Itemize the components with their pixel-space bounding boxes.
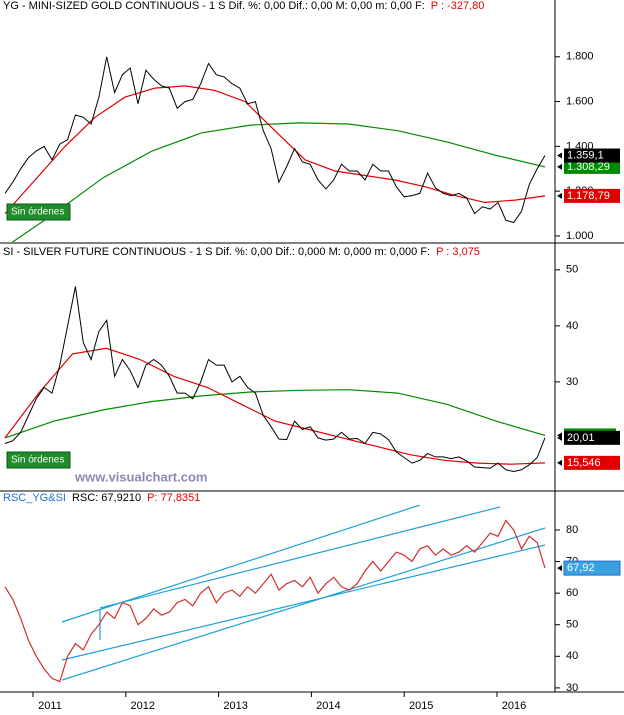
y-tick-label: 50 — [566, 619, 578, 631]
value-box — [564, 159, 620, 174]
value-box-label: 15,546 — [567, 457, 601, 469]
title: RSC_YG&SI — [3, 492, 66, 504]
value-box-label: 1.359,1 — [567, 149, 604, 161]
x-tick-label: 2015 — [409, 700, 433, 712]
x-tick-label: 2014 — [316, 700, 340, 712]
series-line — [4, 56, 546, 224]
trend-lines — [61, 505, 546, 681]
value-pointer — [557, 192, 562, 199]
status-badge — [6, 451, 71, 469]
y-tick-label: 80 — [566, 524, 578, 536]
value-box — [564, 455, 620, 470]
series-line — [4, 85, 546, 214]
value-box — [564, 148, 620, 163]
y-tick-label: 1.000 — [566, 230, 594, 242]
title: YG - MINI-SIZED GOLD CONTINUOUS - 1 S Di… — [3, 0, 425, 12]
status-badge-label: Sin órdenes — [11, 207, 64, 218]
y-tick-label: 30 — [566, 682, 578, 694]
value-box-label: 1.308,29 — [567, 161, 610, 173]
x-tick-label: 2012 — [131, 700, 155, 712]
x-tick-label: 2016 — [502, 700, 526, 712]
plot — [4, 519, 546, 683]
panel-title: RSC_YG&SI RSC: 67,9210 P: 77,8351 — [3, 492, 200, 504]
panel-title: SI - SILVER FUTURE CONTINUOUS - 1 S Dif.… — [3, 246, 480, 258]
value-pointer — [557, 163, 562, 170]
x-tick-label: 2011 — [38, 700, 62, 712]
value-pointer — [557, 565, 562, 572]
series-line — [4, 519, 546, 683]
y-tick-label: 40 — [566, 650, 578, 662]
value-pointer — [557, 434, 562, 441]
value-box — [563, 560, 621, 576]
value-box-label: 20,01 — [567, 432, 595, 444]
plot — [4, 56, 546, 242]
y-tick-label: 1.800 — [566, 51, 594, 63]
value-box — [564, 430, 620, 445]
series-line — [4, 389, 546, 439]
y-tick-label: 1.600 — [566, 95, 594, 107]
status-badge-label: Sin órdenes — [11, 455, 64, 466]
value-pointer — [557, 152, 562, 159]
series-line — [4, 347, 546, 465]
value-box-label: 1.178,79 — [567, 190, 610, 202]
annotation: P : -327,80 — [431, 0, 485, 12]
y-tick-label: 30 — [566, 376, 578, 388]
series-line — [11, 122, 546, 242]
value-box-label: 67,92 — [567, 562, 595, 574]
value-box — [564, 188, 620, 203]
series-line — [4, 286, 546, 473]
annotation: P: 77,8351 — [147, 492, 200, 504]
status-badge — [6, 203, 71, 221]
title: SI - SILVER FUTURE CONTINUOUS - 1 S Dif.… — [3, 246, 430, 258]
watermark: www.visualchart.com — [74, 469, 207, 484]
y-tick-label: 40 — [566, 320, 578, 332]
x-tick-label: 2013 — [223, 700, 247, 712]
panel-title: YG - MINI-SIZED GOLD CONTINUOUS - 1 S Di… — [3, 0, 484, 12]
annotation: P : 3,075 — [436, 246, 480, 258]
subtitle: RSC: 67,9210 — [72, 492, 141, 504]
plot — [4, 286, 546, 473]
y-tick-label: 60 — [566, 587, 578, 599]
value-pointer — [557, 459, 562, 466]
y-tick-label: 50 — [566, 264, 578, 276]
